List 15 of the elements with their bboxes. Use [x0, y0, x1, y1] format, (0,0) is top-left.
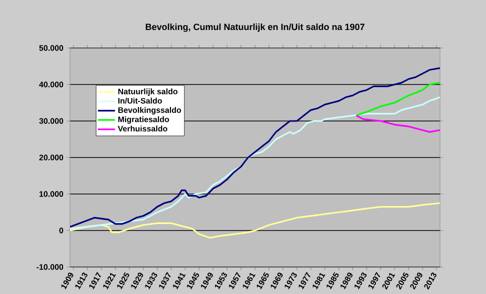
legend-label: Bevolkingssaldo — [118, 106, 182, 114]
y-tick-label: 10.000 — [40, 190, 64, 197]
legend-label: Verhuissaldo — [118, 125, 168, 132]
legend-label: Natuurlijk saldo — [118, 88, 178, 96]
y-tick-label: 20.000 — [39, 154, 64, 160]
chart-title: Bevolking, Cumul Natuurlijk en In/Uit saldo na 1907 — [146, 23, 364, 32]
y-tick-label: -10.000 — [36, 264, 64, 270]
legend-label: In/Uit-Saldo — [118, 98, 162, 104]
y-tick-label: 30.000 — [39, 118, 64, 124]
y-tick-label: 40.000 — [39, 81, 64, 88]
legend-label: Migratiesaldo — [118, 116, 170, 124]
line-series — [355, 114, 440, 133]
y-tick-label: 0 — [59, 227, 64, 234]
line-series — [355, 82, 440, 116]
y-tick-label: 50.000 — [39, 44, 64, 51]
